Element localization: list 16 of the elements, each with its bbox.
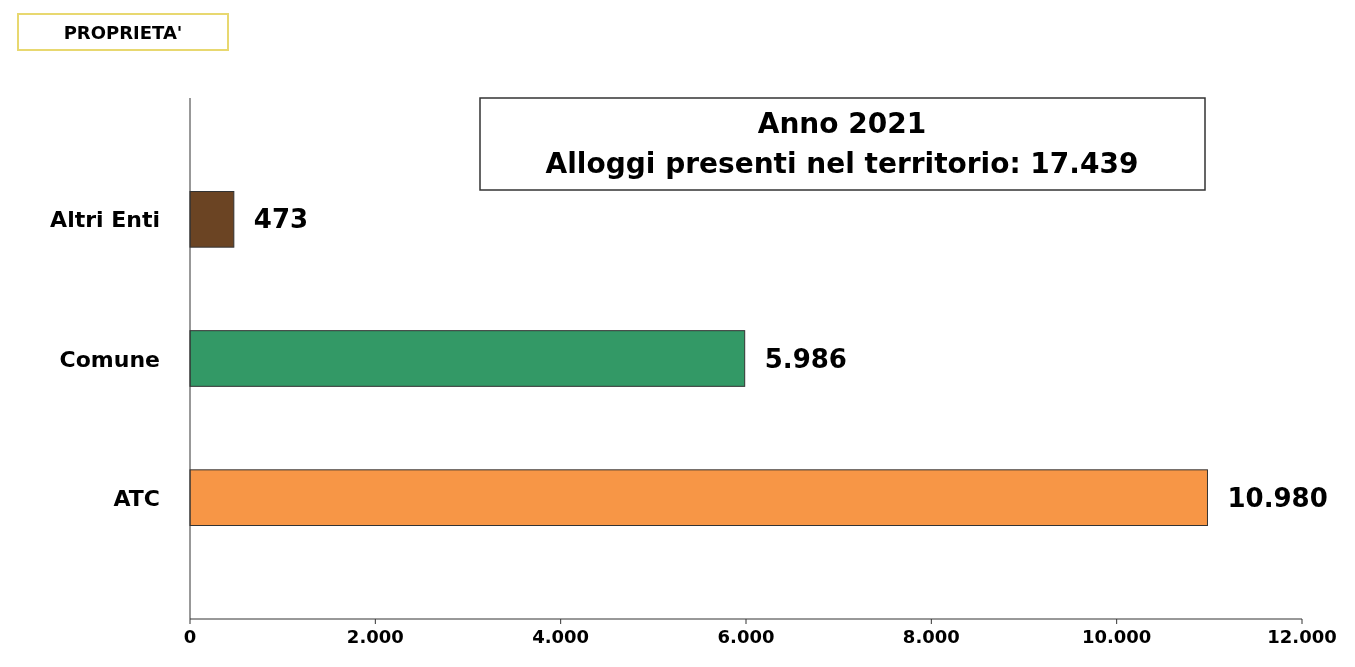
x-tick-label: 2.000	[346, 626, 404, 647]
chart-title: PROPRIETA'	[63, 22, 183, 43]
data-label: 473	[253, 204, 309, 235]
y-tick-label: ATC	[113, 485, 160, 511]
x-tick-label: 0	[183, 626, 197, 647]
x-tick-label: 8.000	[902, 626, 960, 647]
annotation: Anno 2021	[757, 107, 927, 140]
x-tick-label: 4.000	[532, 626, 590, 647]
x-tick-label: 6.000	[717, 626, 775, 647]
x-tick-label: 12.000	[1267, 626, 1337, 647]
data-label: 10.980	[1227, 482, 1328, 513]
y-tick-label: Altri Enti	[50, 207, 160, 233]
x-tick-label: 10.000	[1081, 626, 1152, 647]
annotation: Alloggi presenti nel territorio: 17.439	[545, 147, 1139, 180]
y-tick-label: Comune	[59, 346, 160, 372]
data-label: 5.986	[764, 343, 847, 374]
